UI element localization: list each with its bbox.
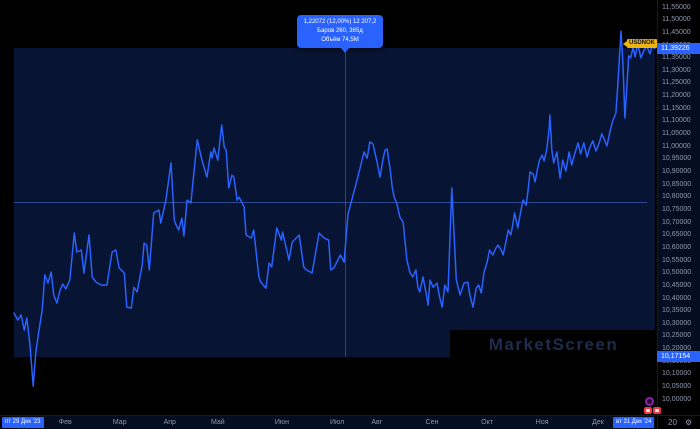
price-tick-label: 11,25000 [662, 79, 691, 87]
price-tick-label: 10,25000 [662, 332, 692, 340]
price-tick-label: 10,75000 [662, 205, 692, 213]
month-label: Май [210, 419, 225, 426]
price-tick-label: 10,80000 [662, 193, 692, 201]
measure-tooltip-pointer [341, 48, 349, 53]
measure-end-date-label: вт 31 Дек '24 [613, 417, 655, 428]
month-label: Июн [274, 419, 290, 426]
price-tick-label: 10,55000 [662, 256, 692, 264]
price-axis-range-tint [658, 48, 700, 357]
price-tick-label: 10,35000 [662, 307, 692, 315]
price-tick-label: 10,95000 [662, 155, 692, 163]
price-tick-label: 10,30000 [662, 319, 692, 327]
measure-selection[interactable] [14, 48, 655, 357]
month-label: Апр [163, 419, 176, 426]
price-line-series [13, 30, 656, 387]
price-tick-label: 11,05000 [662, 130, 691, 138]
price-tick-label: 11,15000 [662, 104, 691, 112]
red-badge-icon[interactable] [644, 407, 652, 414]
axis-settings-corner: 20 ⚙ [657, 415, 700, 429]
price-tick-label: 10,00000 [662, 395, 692, 403]
price-tick-label: 10,90000 [662, 168, 692, 176]
price-tick-label: 11,10000 [662, 117, 691, 125]
time-axis[interactable]: пт 29 Дек '23 вт 31 Дек '24 Фев Мар Апр Май… [0, 415, 657, 429]
gear-icon[interactable]: ⚙ [685, 418, 693, 427]
month-label: Сен [425, 419, 439, 426]
price-tick-label: 11,00000 [662, 142, 691, 150]
purple-circle-icon[interactable] [645, 397, 654, 406]
price-tick-label: 11,30000 [662, 66, 691, 74]
price-tick-label: 10,65000 [662, 231, 692, 239]
price-tick-label: 11,55000 [662, 3, 691, 11]
measure-horizontal-line [14, 202, 647, 204]
price-axis[interactable]: 10,0000010,0500010,1000010,1500010,20000… [657, 0, 700, 415]
last-price-label: 11,39226 [657, 42, 700, 54]
measure-tooltip-volume: Объём 74,5М [321, 37, 359, 43]
price-tick-label: 11,45000 [662, 28, 691, 36]
measure-price-label: 10,17154 [657, 351, 700, 363]
measure-tooltip: 1,22072 (12,00%) 12 207,2 Баров 260, 365… [297, 15, 383, 48]
price-tick-label: 10,40000 [662, 294, 692, 302]
month-label: Ноя [535, 419, 549, 426]
watermark: MarketScreen [450, 330, 657, 397]
month-label: Окт [481, 419, 493, 426]
measure-tooltip-change: 1,22072 (12,00%) 12 207,2 [303, 19, 377, 25]
price-tick-label: 10,20000 [662, 345, 692, 353]
price-tick-label: 10,70000 [662, 218, 692, 226]
month-label: Авг [371, 419, 383, 426]
measure-tooltip-bars: Баров 260, 365д [317, 28, 363, 34]
month-label: Июл [329, 419, 345, 426]
price-tick-label: 11,20000 [662, 92, 691, 100]
watermark-text: MarketScreen [488, 335, 619, 354]
time-axis-range-tint [14, 416, 655, 429]
price-tick-label: 10,85000 [662, 180, 692, 188]
corner-value: 20 [668, 418, 677, 427]
measure-start-date-label: пт 29 Дек '23 [2, 417, 44, 428]
symbol-price-label: USDNOK [623, 39, 657, 48]
measure-vertical-line [344, 48, 346, 357]
price-tick-label: 10,10000 [662, 370, 692, 378]
month-label: Фев [58, 419, 72, 426]
price-tick-label: 10,05000 [662, 383, 692, 391]
month-label: Дек [592, 419, 604, 426]
month-label: Мар [112, 419, 127, 426]
price-tick-label: 10,50000 [662, 269, 692, 277]
price-tick-label: 10,60000 [662, 243, 692, 251]
price-tick-label: 11,50000 [662, 16, 691, 24]
red-badge-icon[interactable] [653, 407, 661, 414]
price-tick-label: 10,45000 [662, 281, 692, 289]
price-tick-label: 11,35000 [662, 54, 691, 62]
